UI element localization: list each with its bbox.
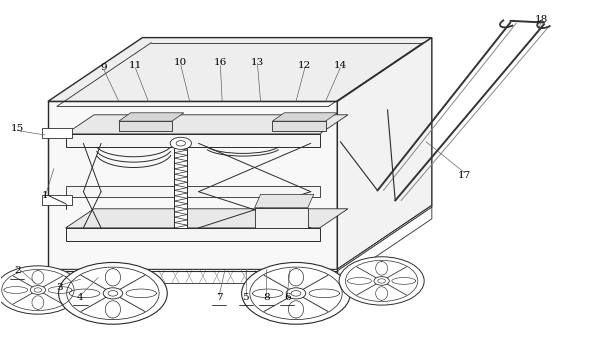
- Polygon shape: [255, 194, 314, 208]
- Circle shape: [374, 277, 390, 285]
- Circle shape: [59, 263, 168, 324]
- Circle shape: [242, 263, 350, 324]
- Bar: [42, 128, 72, 138]
- Text: 16: 16: [214, 58, 227, 67]
- Bar: [66, 228, 320, 241]
- Text: 2: 2: [14, 266, 21, 275]
- Circle shape: [103, 288, 123, 299]
- Polygon shape: [272, 113, 337, 121]
- Text: 8: 8: [263, 293, 270, 302]
- Circle shape: [339, 257, 424, 305]
- Bar: [66, 186, 320, 197]
- Circle shape: [170, 137, 191, 149]
- Text: 5: 5: [243, 293, 249, 302]
- Text: 6: 6: [284, 293, 291, 302]
- Text: 11: 11: [128, 61, 142, 70]
- Bar: [174, 147, 187, 228]
- Bar: [272, 121, 326, 130]
- Polygon shape: [66, 209, 348, 228]
- Circle shape: [108, 290, 118, 296]
- Circle shape: [176, 141, 185, 146]
- Text: 18: 18: [535, 14, 548, 24]
- Text: 9: 9: [101, 63, 107, 72]
- Text: 7: 7: [216, 293, 223, 302]
- Polygon shape: [48, 101, 337, 269]
- Bar: [48, 269, 337, 283]
- Circle shape: [34, 288, 41, 292]
- Text: 17: 17: [458, 171, 471, 180]
- Text: 15: 15: [11, 124, 24, 133]
- Circle shape: [378, 279, 385, 283]
- Polygon shape: [337, 206, 432, 283]
- Bar: [255, 208, 308, 228]
- Polygon shape: [119, 113, 184, 121]
- Bar: [42, 195, 72, 206]
- Polygon shape: [337, 38, 432, 269]
- Text: 13: 13: [251, 58, 264, 67]
- Circle shape: [30, 286, 46, 294]
- Circle shape: [0, 266, 81, 314]
- Bar: [119, 121, 172, 130]
- Circle shape: [286, 288, 306, 299]
- Text: 4: 4: [77, 293, 83, 302]
- Text: 14: 14: [334, 61, 347, 70]
- Bar: [66, 134, 320, 147]
- Text: 3: 3: [56, 283, 63, 292]
- Text: 10: 10: [174, 58, 188, 67]
- Polygon shape: [66, 115, 348, 134]
- Circle shape: [291, 290, 301, 296]
- Text: 12: 12: [298, 61, 311, 70]
- Polygon shape: [48, 38, 432, 101]
- Text: 1: 1: [41, 191, 49, 200]
